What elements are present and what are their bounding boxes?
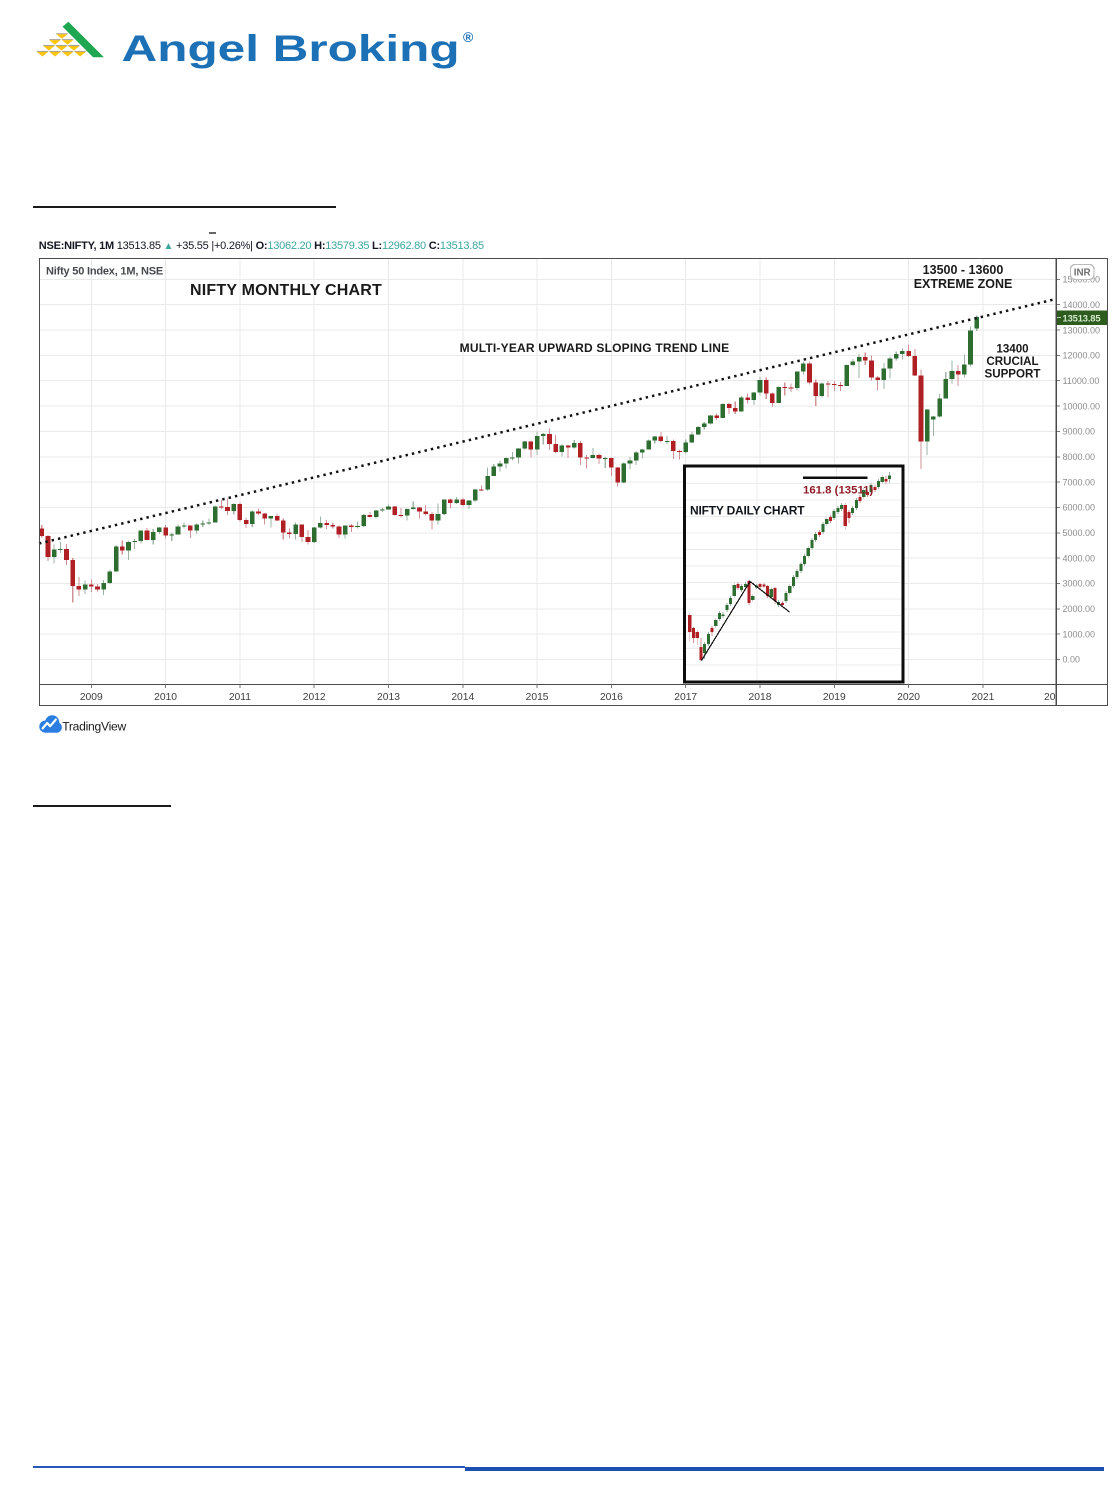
svg-text:13500 - 13600: 13500 - 13600	[923, 263, 1004, 277]
svg-text:161.8 (13511): 161.8 (13511)	[803, 485, 874, 497]
svg-text:1000.00: 1000.00	[1063, 629, 1096, 639]
svg-text:2021: 2021	[971, 692, 994, 703]
svg-text:13513.85: 13513.85	[1063, 312, 1101, 323]
svg-text:14000.00: 14000.00	[1063, 300, 1101, 310]
svg-text:2017: 2017	[674, 692, 697, 703]
svg-text:NIFTY DAILY CHART: NIFTY DAILY CHART	[690, 504, 805, 518]
svg-text:10000.00: 10000.00	[1063, 401, 1101, 411]
svg-text:2010: 2010	[154, 692, 177, 703]
svg-text:0.00: 0.00	[1063, 655, 1081, 665]
svg-text:12000.00: 12000.00	[1063, 351, 1101, 361]
svg-text:2014: 2014	[451, 692, 474, 703]
svg-text:2018: 2018	[749, 692, 772, 703]
svg-text:8000.00: 8000.00	[1063, 452, 1096, 462]
svg-text:6000.00: 6000.00	[1063, 503, 1096, 513]
svg-text:20: 20	[1044, 692, 1056, 703]
svg-text:2013: 2013	[377, 692, 400, 703]
svg-text:INR: INR	[1074, 268, 1091, 279]
svg-text:CRUCIAL: CRUCIAL	[986, 355, 1038, 368]
svg-text:5000.00: 5000.00	[1063, 528, 1096, 538]
svg-text:2020: 2020	[897, 692, 920, 703]
svg-text:7000.00: 7000.00	[1063, 477, 1096, 487]
svg-text:2000.00: 2000.00	[1063, 604, 1096, 614]
svg-text:2011: 2011	[229, 692, 251, 703]
svg-text:2009: 2009	[80, 692, 103, 703]
svg-text:Angel Broking: Angel Broking	[122, 29, 460, 69]
svg-text:11000.00: 11000.00	[1063, 376, 1100, 386]
svg-text:13400: 13400	[996, 343, 1028, 356]
svg-text:TradingView: TradingView	[62, 719, 126, 733]
svg-text:9000.00: 9000.00	[1063, 427, 1096, 437]
svg-text:EXTREME ZONE: EXTREME ZONE	[914, 277, 1013, 291]
svg-text:MULTI-YEAR UPWARD SLOPING TREN: MULTI-YEAR UPWARD SLOPING TREND LINE	[460, 341, 730, 355]
svg-text:13000.00: 13000.00	[1063, 325, 1101, 335]
svg-text:®: ®	[463, 29, 474, 45]
svg-text:2015: 2015	[526, 692, 549, 703]
svg-text:SUPPORT: SUPPORT	[984, 368, 1040, 381]
svg-text:2016: 2016	[600, 692, 623, 703]
svg-text:Nifty 50 Index, 1M, NSE: Nifty 50 Index, 1M, NSE	[46, 266, 163, 278]
svg-text:3000.00: 3000.00	[1063, 579, 1096, 589]
svg-text:4000.00: 4000.00	[1063, 553, 1096, 563]
svg-text:2012: 2012	[303, 692, 326, 703]
svg-text:2019: 2019	[823, 692, 846, 703]
svg-text:NIFTY MONTHLY CHART: NIFTY MONTHLY CHART	[190, 282, 382, 299]
